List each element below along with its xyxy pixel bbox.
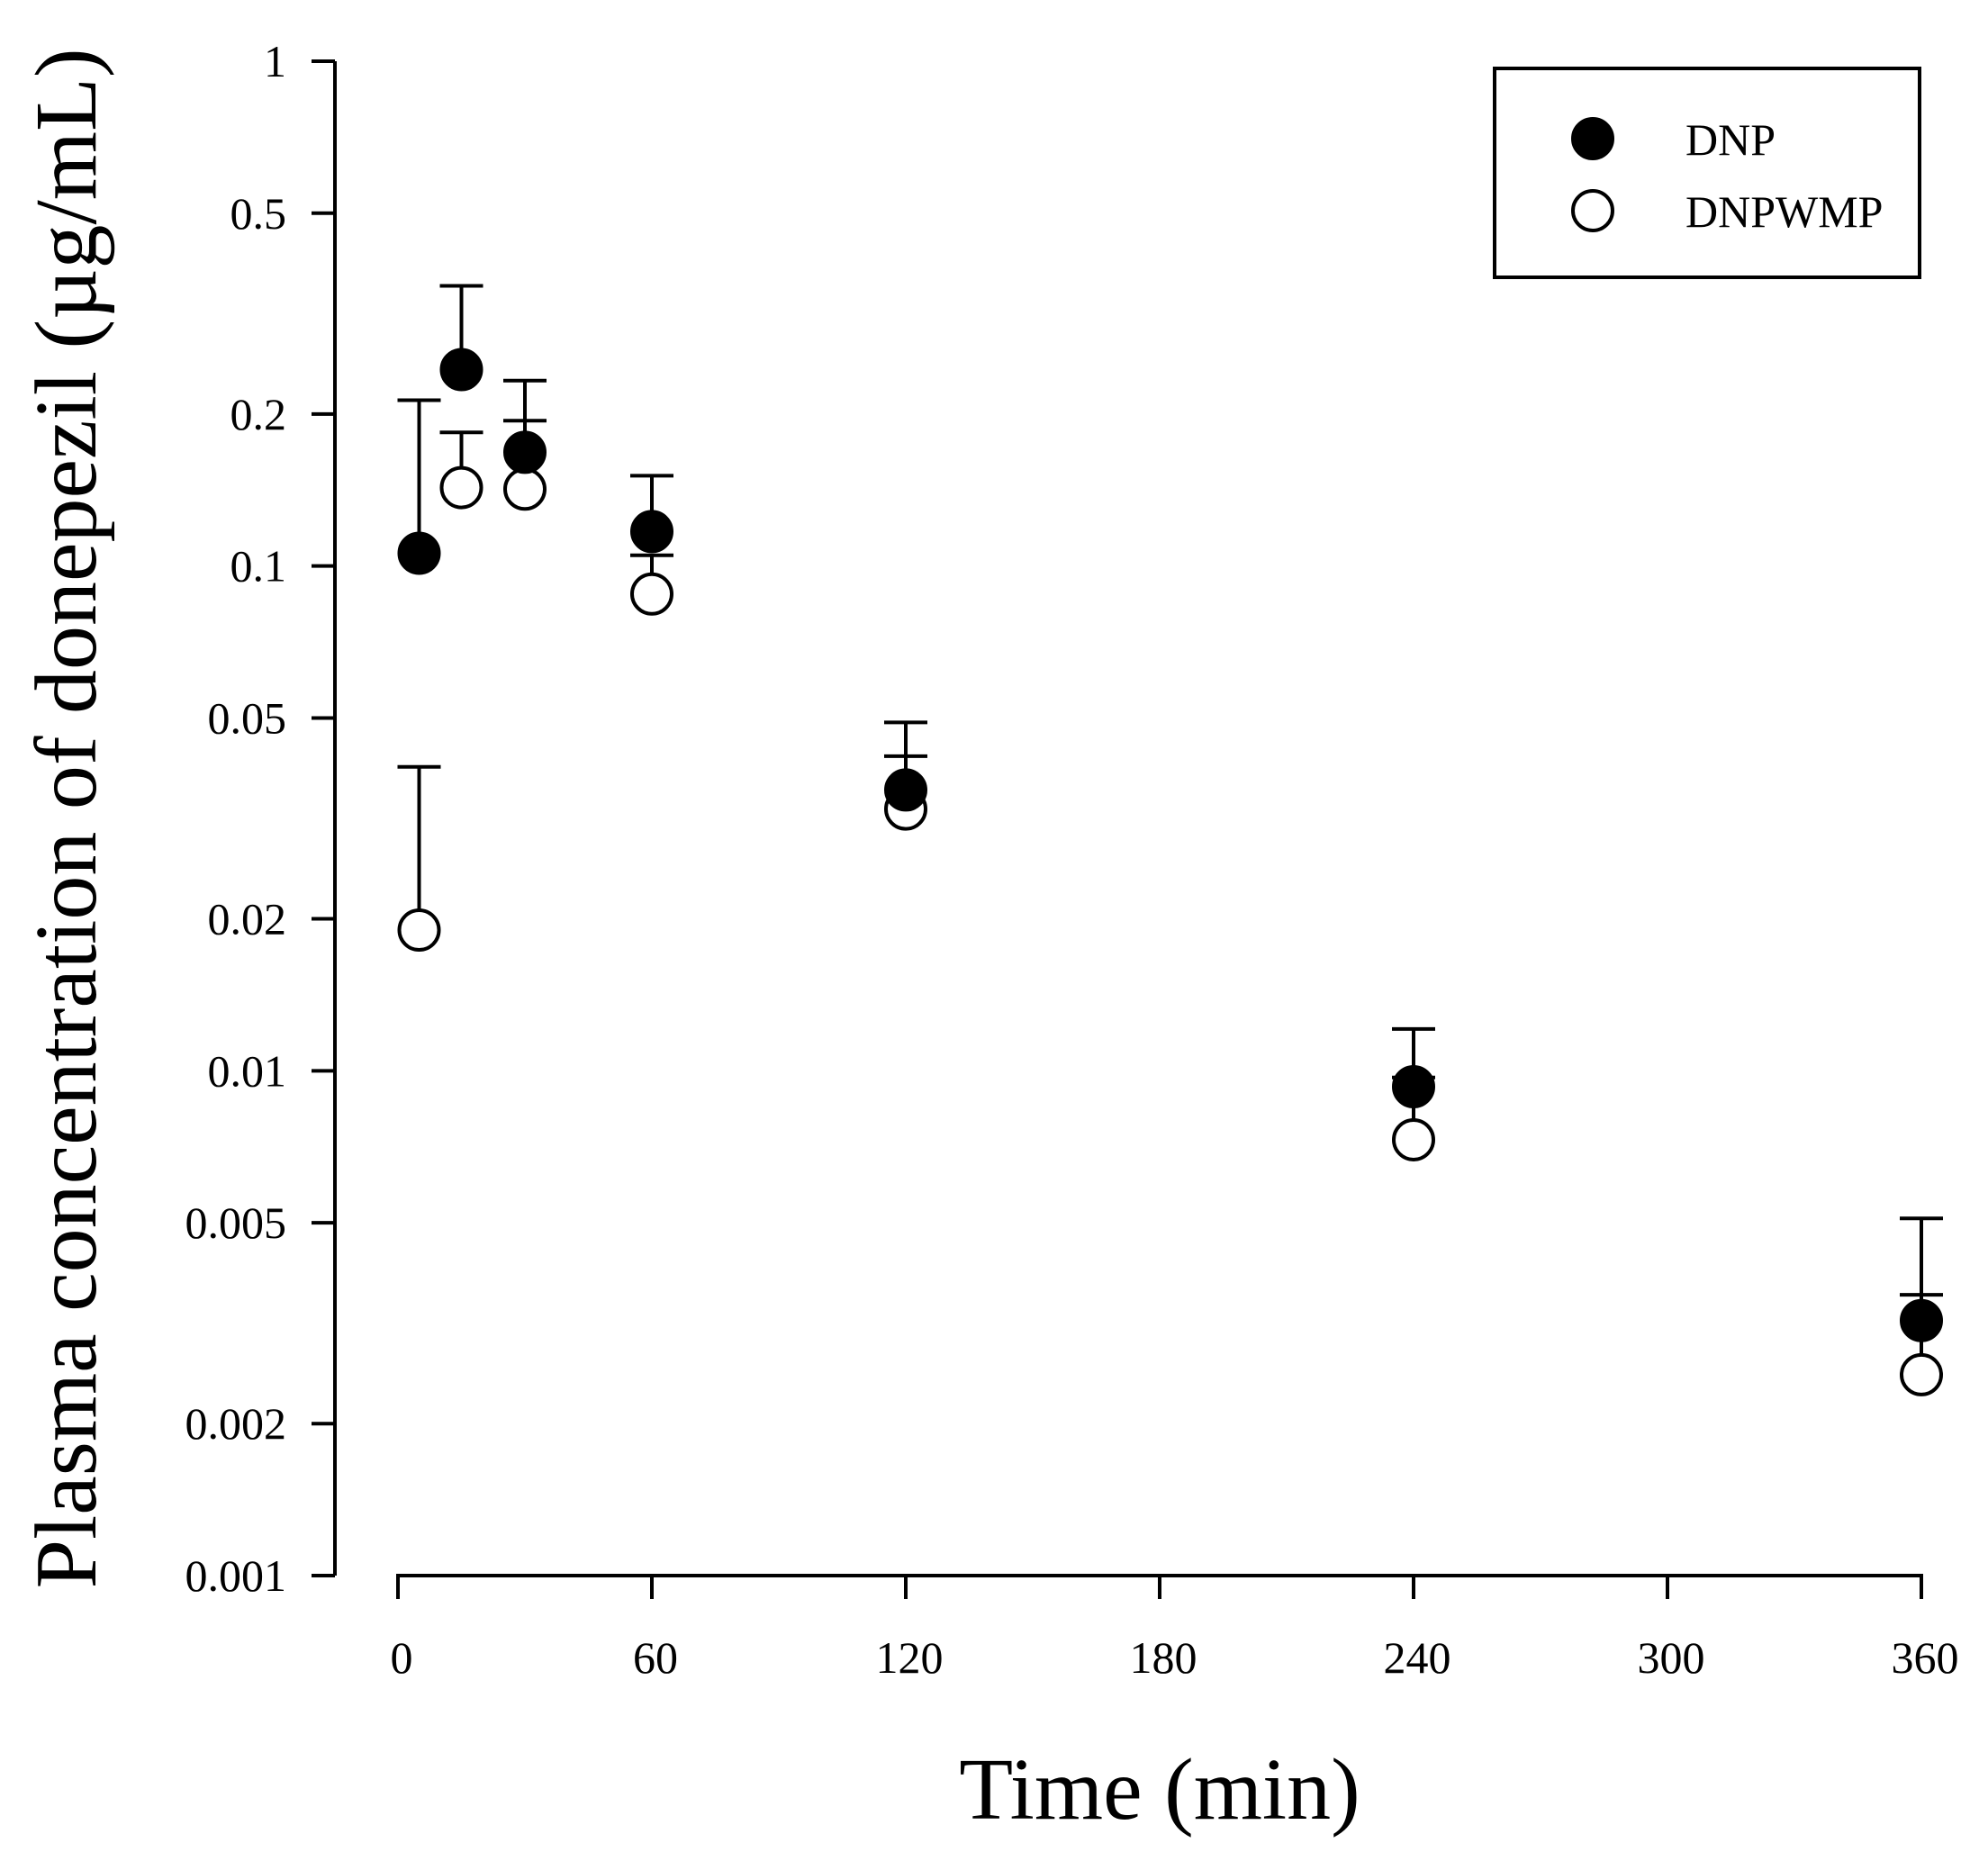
legend-label-dnp: DNP (1685, 114, 1776, 165)
x-tick-label: 120 (876, 1632, 944, 1683)
x-axis-title: Time (min) (959, 1741, 1360, 1838)
y-tick-label: 0.02 (208, 894, 287, 944)
data-point-dnp (630, 510, 673, 554)
x-tick-label: 360 (1892, 1632, 1959, 1683)
data-point-dnpwmp (503, 467, 547, 511)
legend-marker-dnpwmp (1571, 189, 1614, 232)
data-points (397, 348, 1943, 1396)
data-point-dnpwmp (397, 908, 441, 953)
x-tick-label: 240 (1384, 1632, 1451, 1683)
data-point-dnp (884, 768, 927, 812)
y-tick-label: 0.001 (185, 1550, 287, 1601)
legend-label-dnpwmp: DNPWMP (1685, 186, 1883, 237)
data-point-dnpwmp (630, 572, 673, 616)
y-tick-label: 1 (264, 36, 286, 86)
y-tick-label: 0.5 (230, 188, 287, 239)
x-tick-label: 180 (1130, 1632, 1197, 1683)
data-point-dnp (397, 531, 441, 575)
y-axis-title: Plasma concentration of donepezil (µg/mL… (18, 48, 115, 1588)
data-point-dnpwmp (439, 465, 483, 510)
y-tick-label: 0.005 (185, 1197, 287, 1248)
data-point-dnp (503, 430, 547, 474)
axes (333, 61, 1923, 1577)
x-tick-label: 0 (391, 1632, 413, 1683)
x-tick-label: 60 (633, 1632, 678, 1683)
data-point-dnp (1392, 1065, 1435, 1109)
data-point-dnp (439, 348, 483, 392)
y-tick-label: 0.1 (230, 541, 287, 592)
y-tick-label: 0.05 (208, 692, 287, 743)
data-point-dnp (1900, 1298, 1943, 1342)
x-tick-label: 300 (1638, 1632, 1705, 1683)
legend-marker-dnp (1571, 117, 1614, 160)
y-tick-label: 0.01 (208, 1045, 287, 1096)
data-point-dnpwmp (1900, 1352, 1943, 1396)
data-point-dnpwmp (1392, 1117, 1435, 1161)
legend-box (1493, 67, 1921, 279)
legend: DNP DNPWMP (1493, 67, 1921, 279)
error-bars (397, 284, 1943, 1375)
y-tick-label: 0.002 (185, 1398, 287, 1449)
ticks: 1 0.5 0.2 0.1 0.05 0.02 0.01 0.005 0.002 0.001 0 60… (185, 36, 1959, 1683)
y-tick-label: 0.2 (230, 389, 287, 439)
